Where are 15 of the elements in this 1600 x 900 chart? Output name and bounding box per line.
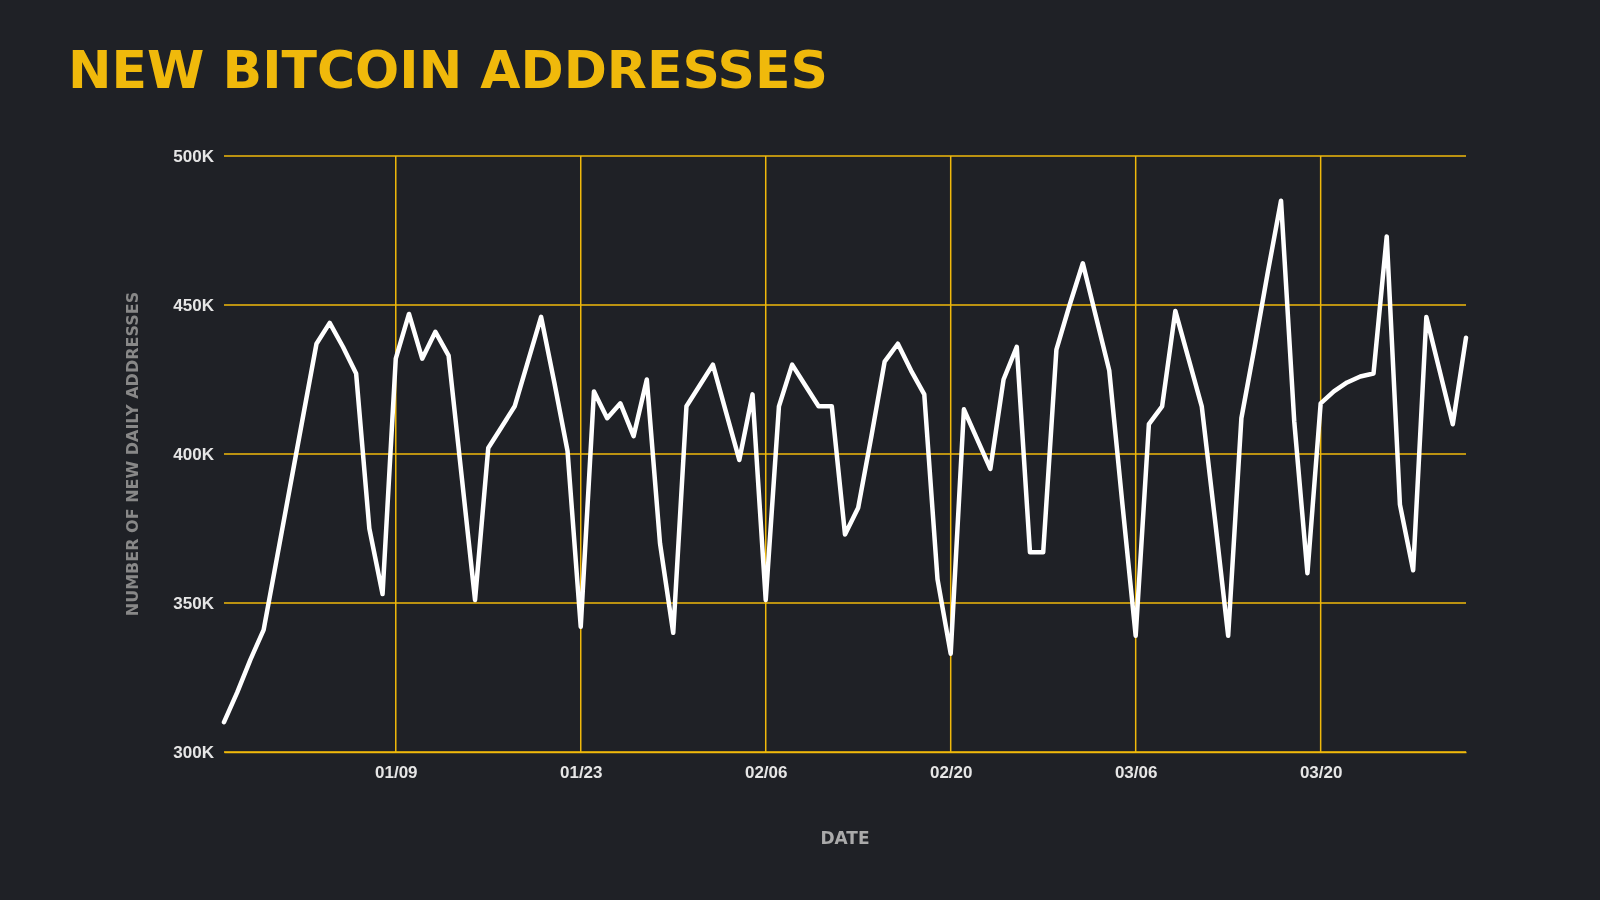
x-tick-label: 02/20 <box>929 763 973 783</box>
y-tick-label: 300K <box>173 742 215 762</box>
x-axis-title: DATE <box>820 828 870 848</box>
y-tick-label: 500K <box>173 146 215 166</box>
y-axis-title: NUMBER OF NEW DAILY ADDRESSES <box>123 291 142 617</box>
x-tick-label: 03/20 <box>1299 763 1343 783</box>
y-tick-label: 400K <box>173 444 215 464</box>
x-tick-label: 01/23 <box>559 763 603 783</box>
y-tick-label: 350K <box>173 593 215 613</box>
x-tick-label: 03/06 <box>1114 763 1158 783</box>
y-tick-label: 450K <box>173 295 215 315</box>
chart-title: NEW BITCOIN ADDRESSES <box>68 40 828 100</box>
line-series <box>221 198 1469 725</box>
x-tick-label: 02/06 <box>744 763 788 783</box>
x-tick-label: 01/09 <box>374 763 418 783</box>
